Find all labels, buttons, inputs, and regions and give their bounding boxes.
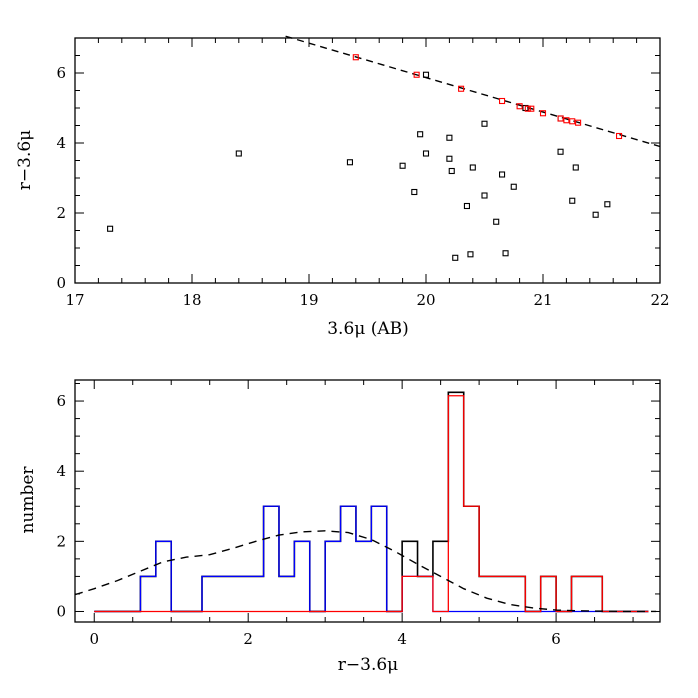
black-data-point [498,171,506,178]
black-data-point [399,162,406,169]
histogram-red-series [94,395,649,613]
black-data-point [467,251,474,258]
black-data-point [417,131,424,138]
black-data-point [572,164,579,171]
black-data-point [604,201,611,208]
black-data-point [569,197,576,204]
x-tick-label: 0 [89,630,99,648]
red-data-point [557,115,564,122]
scatter-axis-ticks: 17 18 19 20 21 22 0 2 4 6 [56,37,670,309]
black-data-point [463,202,471,210]
x-tick-label: 21 [533,291,552,309]
red-data-point [352,54,359,61]
red-data-point [615,132,623,140]
scatter-points [107,54,623,261]
black-data-point [469,164,476,171]
y-tick-label: 2 [56,532,66,550]
y-tick-label: 6 [56,392,66,410]
gaussian-curve [74,530,657,613]
scatter-plot-frame [74,37,661,284]
x-tick-label: 19 [299,291,318,309]
x-tick-label: 17 [65,291,84,309]
black-data-point [557,148,564,155]
histogram-x-axis-label: r−3.6μ [338,655,398,675]
x-tick-label: 18 [182,291,201,309]
x-tick-label: 4 [397,630,407,648]
y-tick-label: 6 [56,64,66,82]
x-tick-label: 22 [650,291,669,309]
black-data-point [411,188,418,196]
x-tick-label: 20 [416,291,435,309]
scatter-y-axis-label: r−3.6μ [15,130,35,190]
histogram-plot-frame [74,379,661,623]
red-data-point [563,117,570,124]
scatter-x-axis-label: 3.6μ (AB) [327,319,409,339]
black-data-point [346,159,354,166]
black-data-point [446,134,453,141]
histogram-blue-series [94,505,649,613]
black-data-point [592,211,599,218]
y-tick-label: 4 [56,462,66,480]
black-data-point [235,150,242,157]
red-data-point [516,103,523,110]
histogram-total-series [94,391,649,613]
y-tick-label: 0 [56,602,66,620]
black-data-point [481,192,488,199]
x-tick-label: 6 [551,630,561,648]
black-data-point [452,254,459,261]
y-tick-label: 4 [56,134,66,152]
black-data-point [422,71,430,78]
red-data-point [458,85,465,92]
histogram-panel: 0 2 4 6 0 2 4 6 r−3.6μ number [18,379,661,675]
black-data-point [557,115,564,122]
red-data-point [528,105,535,112]
black-data-point [481,120,488,127]
black-data-point [448,167,455,175]
red-data-point [524,105,531,112]
black-data-point [510,183,517,190]
scatter-panel: 17 18 19 20 21 22 0 2 4 6 3.6μ (AB) r−3.6μ [15,35,670,339]
red-data-point [569,118,576,125]
black-data-point [422,150,430,157]
red-data-point [498,97,506,105]
black-data-point [502,250,509,257]
black-data-point [446,155,453,162]
black-data-point [107,225,114,232]
fit-line [285,35,661,148]
red-data-point [539,110,547,117]
y-tick-label: 0 [56,274,66,292]
black-data-point [493,218,500,225]
x-tick-label: 2 [243,630,253,648]
red-data-point [413,71,420,78]
histogram-axis-ticks: 0 2 4 6 0 2 4 6 [56,380,660,648]
red-data-point [575,119,582,126]
y-tick-label: 2 [56,204,66,222]
histogram-y-axis-label: number [18,466,38,534]
